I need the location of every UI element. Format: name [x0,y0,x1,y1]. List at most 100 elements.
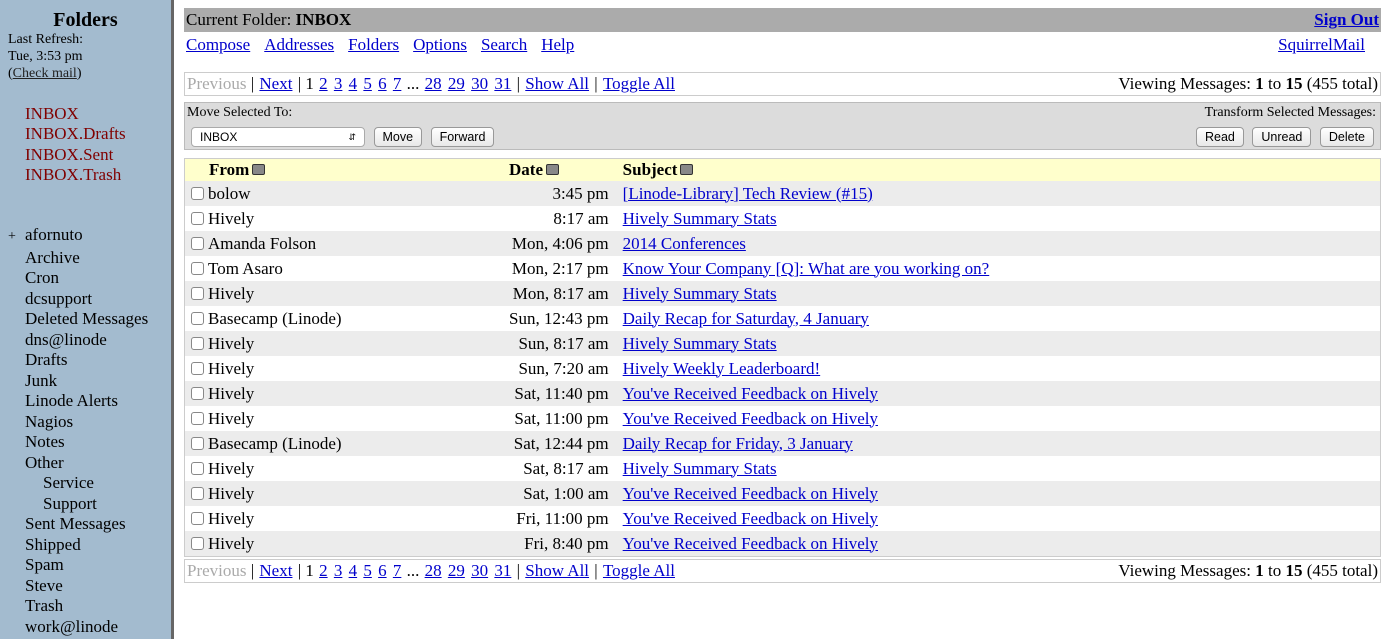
sign-out-link[interactable]: Sign Out [1314,10,1379,29]
message-subject-link[interactable]: Hively Summary Stats [622,333,777,353]
message-row[interactable]: Hively Sun, 8:17 am Hively Summary Stats [184,331,1381,356]
sort-icon[interactable] [545,164,559,175]
folder-inbox-drafts[interactable]: INBOX.Drafts [25,124,126,144]
folder-item[interactable]: Shipped [8,535,171,556]
message-checkbox[interactable] [191,386,204,400]
delete-button[interactable]: Delete [1319,127,1374,147]
message-subject-link[interactable]: 2014 Conferences [622,233,746,253]
page-link[interactable]: 2 [319,561,328,580]
forward-button[interactable]: Forward [430,127,495,147]
message-checkbox[interactable] [191,286,204,300]
page-link[interactable]: 31 [494,561,512,580]
message-row[interactable]: Hively Fri, 11:00 pm You've Received Feedb… [185,506,1381,531]
show-all-link[interactable]: Show All [525,74,590,93]
check-mail-link[interactable]: Check mail [12,66,77,81]
message-row[interactable]: Hively Fri, 8:40 pm You've Received Feedba… [184,531,1381,557]
folder-item[interactable]: Sent Messages [8,514,171,535]
message-row[interactable]: Tom Asaro Mon, 2:17 pm Know Your Company [… [185,256,1381,281]
move-button[interactable]: Move [373,127,423,147]
message-row[interactable]: Hively 8:17 am Hively Summary Stats [185,206,1381,231]
sort-icon[interactable] [680,164,694,175]
page-link[interactable]: 28 [424,74,442,93]
folder-item[interactable]: dcsupport [8,289,171,310]
message-subject-link[interactable]: You've Received Feedback on Hively [622,508,878,528]
folder-item[interactable]: Junk [8,371,171,392]
page-link[interactable]: 28 [424,561,442,580]
folder-item[interactable]: Archive [8,248,171,269]
message-checkbox[interactable] [191,536,204,550]
message-subject-link[interactable]: You've Received Feedback on Hively [622,533,878,553]
folder-item[interactable]: Other [8,453,171,474]
page-link[interactable]: 5 [363,74,372,93]
message-row[interactable]: Hively Sat, 1:00 am You've Received Feedba… [184,481,1381,506]
mark-unread-button[interactable]: Unread [1252,127,1312,147]
toggle-all-link[interactable]: Toggle All [602,561,675,580]
nav-folders[interactable]: Folders [348,35,400,54]
page-link[interactable]: 3 [333,74,343,93]
page-link[interactable]: 3 [333,561,343,580]
folder-item[interactable]: Deleted Messages [8,309,171,330]
message-subject-link[interactable]: You've Received Feedback on Hively [622,383,878,403]
message-subject-link[interactable]: Know Your Company [Q]: What are you work… [622,258,990,278]
message-checkbox[interactable] [191,411,204,425]
page-link[interactable]: 7 [392,561,402,580]
from-column-header[interactable]: From [209,160,250,179]
nav-compose[interactable]: Compose [186,35,251,54]
toggle-all-link[interactable]: Toggle All [602,74,675,93]
subject-column-header[interactable]: Subject [622,160,678,179]
page-link[interactable]: 31 [494,74,512,93]
page-link[interactable]: 4 [348,561,358,580]
message-checkbox[interactable] [191,511,204,525]
mark-read-button[interactable]: Read [1195,127,1244,147]
folder-item[interactable]: Steve [8,576,171,597]
folder-item[interactable]: Trash [8,596,171,617]
message-subject-link[interactable]: Daily Recap for Friday, 3 January [622,433,853,453]
folder-item[interactable]: dns@linode [8,330,171,351]
message-row[interactable]: bolow 3:45 pm [Linode-Library] Tech Review… [184,181,1381,206]
folder-item[interactable]: Drafts [8,350,171,371]
page-link[interactable]: 2 [319,74,328,93]
folder-item[interactable]: Nagios [8,412,171,433]
folder-item[interactable]: + afornuto [8,225,171,248]
message-checkbox[interactable] [191,261,204,275]
message-checkbox[interactable] [191,461,204,475]
folder-item[interactable]: Notes [8,432,171,453]
message-subject-link[interactable]: Hively Summary Stats [622,283,777,303]
nav-search[interactable]: Search [480,35,528,54]
message-row[interactable]: Hively Sat, 11:00 pm You've Received Feedb… [185,406,1381,431]
folder-item[interactable]: Linode Alerts [8,391,171,412]
message-row[interactable]: Hively Sat, 8:17 am Hively Summary Stats [185,456,1381,481]
move-folder-select[interactable]: INBOX ⇵ [191,127,365,147]
message-row[interactable]: Basecamp (Linode) Sat, 12:44 pm Daily Reca… [184,431,1381,456]
message-checkbox[interactable] [191,311,204,325]
page-link[interactable]: 29 [447,561,465,580]
message-subject-link[interactable]: Daily Recap for Saturday, 4 January [622,308,869,328]
next-page-link[interactable]: Next [259,561,293,580]
message-subject-link[interactable]: You've Received Feedback on Hively [622,408,878,428]
page-link[interactable]: 6 [378,74,387,93]
page-link[interactable]: 6 [378,561,387,580]
message-checkbox[interactable] [191,211,204,225]
message-checkbox[interactable] [191,361,204,375]
message-subject-link[interactable]: Hively Summary Stats [622,458,777,478]
folder-inbox-trash[interactable]: INBOX.Trash [25,164,122,184]
folder-item[interactable]: Support [8,494,171,515]
message-subject-link[interactable]: [Linode-Library] Tech Review (#15) [622,183,873,203]
folder-item[interactable]: Spam [8,555,171,576]
squirrelmail-link[interactable]: SquirrelMail [1278,35,1365,54]
message-checkbox[interactable] [191,236,204,250]
folder-item[interactable]: Cron [8,268,171,289]
message-row[interactable]: Hively Sat, 11:40 pm You've Received Feedb… [184,381,1381,406]
message-row[interactable]: Basecamp (Linode) Sun, 12:43 pm Daily Reca… [185,306,1381,331]
sort-icon[interactable] [252,164,266,175]
message-row[interactable]: Hively Mon, 8:17 am Hively Summary Stats [184,281,1381,306]
message-checkbox[interactable] [191,436,204,450]
message-checkbox[interactable] [191,486,204,500]
nav-help[interactable]: Help [541,35,575,54]
nav-options[interactable]: Options [413,35,467,54]
nav-addresses[interactable]: Addresses [264,35,335,54]
message-checkbox[interactable] [191,186,204,200]
page-link[interactable]: 30 [471,561,489,580]
message-subject-link[interactable]: Hively Weekly Leaderboard! [622,358,821,378]
next-page-link[interactable]: Next [259,74,293,93]
